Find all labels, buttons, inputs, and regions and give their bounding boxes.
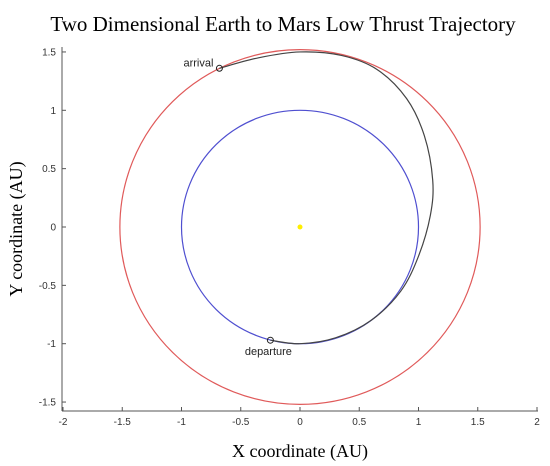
y-tick-label: -1 xyxy=(47,339,56,350)
x-tick-label: -1.5 xyxy=(114,417,132,428)
y-tick-label: 0.5 xyxy=(42,164,56,175)
y-tick-label: -1.5 xyxy=(39,398,57,409)
transfer-trajectory xyxy=(219,51,434,345)
mars-orbit xyxy=(119,49,481,405)
arrival-marker xyxy=(215,64,223,72)
y-tick-label: -0.5 xyxy=(39,281,57,292)
y-axis-label: Y coordinate (AU) xyxy=(6,161,27,296)
x-tick-label: -2 xyxy=(59,417,68,428)
departure-label: departure xyxy=(245,346,292,358)
x-tick-label: 1.5 xyxy=(471,417,485,428)
y-tick-label: 0 xyxy=(50,223,56,234)
y-tick-label: 1 xyxy=(50,106,56,117)
sun-marker xyxy=(297,224,303,230)
x-axis-label: X coordinate (AU) xyxy=(232,441,368,462)
x-tick-label: 2 xyxy=(534,417,540,428)
chart-title: Two Dimensional Earth to Mars Low Thrust… xyxy=(50,12,516,36)
arrival-label: arrival xyxy=(183,57,213,69)
y-tick-label: 1.5 xyxy=(42,47,56,58)
x-tick-label: 0 xyxy=(297,417,303,428)
x-tick-label: 1 xyxy=(416,417,422,428)
plot-area: -2 -1.5 -1 -0.5 0 0.5 1 1.5 2-1.5-1-0.500.511.5d… xyxy=(39,47,540,428)
x-tick-label: -0.5 xyxy=(232,417,250,428)
x-tick-label: -1 xyxy=(177,417,186,428)
x-tick-label: 0.5 xyxy=(352,417,366,428)
departure-marker xyxy=(266,336,274,344)
